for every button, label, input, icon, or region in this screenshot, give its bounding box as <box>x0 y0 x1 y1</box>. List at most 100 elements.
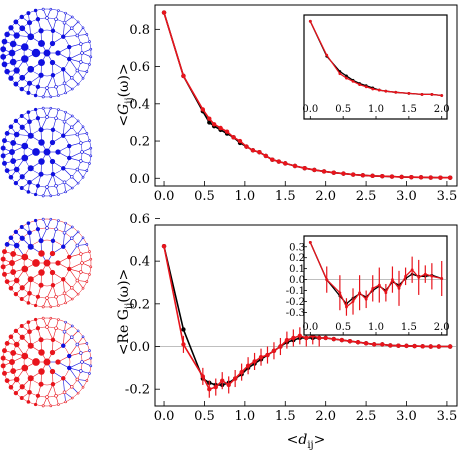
network-edge <box>52 173 65 183</box>
network-node <box>50 28 56 33</box>
network-node <box>13 229 19 235</box>
network-node <box>81 385 85 389</box>
network-node <box>69 236 74 241</box>
network-node <box>76 391 80 395</box>
network-node <box>89 356 93 360</box>
network-node <box>80 360 84 364</box>
y-tick-label: 0.2 <box>129 135 150 150</box>
network-node <box>4 31 10 38</box>
network-node <box>35 17 41 22</box>
network-node <box>4 131 10 136</box>
network-node <box>4 279 10 284</box>
network-node <box>54 326 58 330</box>
network-edge <box>62 121 65 136</box>
network-node <box>33 93 38 98</box>
network-node <box>38 139 45 146</box>
red-data-point <box>331 170 336 175</box>
network-ring <box>23 239 71 287</box>
network-node <box>38 337 44 343</box>
red-data-point <box>257 150 262 155</box>
red-data-point <box>438 175 443 180</box>
network-node <box>13 291 19 297</box>
network-node <box>81 26 85 30</box>
network-node <box>38 40 45 47</box>
network-node <box>8 384 14 390</box>
network-node <box>4 168 10 173</box>
red-data-point <box>263 153 269 159</box>
red-data-point <box>363 341 369 346</box>
network-node <box>35 183 41 188</box>
network-node <box>34 303 38 308</box>
network-node <box>35 84 41 89</box>
network-ring <box>23 128 71 176</box>
network-node <box>21 154 29 162</box>
network-node <box>45 185 49 189</box>
x-tick-label: 1.0 <box>368 104 384 115</box>
network-node <box>57 94 60 97</box>
network-node <box>45 115 49 119</box>
y-tick-label: 0.4 <box>129 255 150 270</box>
network-node <box>27 375 34 382</box>
network-node <box>10 251 17 257</box>
x-tick-label: 1.0 <box>235 409 256 424</box>
network-node <box>49 316 53 320</box>
network-node <box>57 403 60 406</box>
network-node <box>27 230 32 236</box>
network-node <box>9 40 17 48</box>
black-data-point <box>345 74 348 78</box>
network-node <box>80 261 84 265</box>
network-node <box>19 124 25 130</box>
network-node <box>9 149 15 155</box>
network-node <box>61 244 66 249</box>
network-node <box>54 85 58 89</box>
network-node <box>13 118 19 124</box>
red-data-point <box>358 83 361 87</box>
top-inset: 0.0 0.5 1.0 1.5 2.0 <box>302 19 450 119</box>
network-node <box>35 116 41 121</box>
red-data-point <box>207 116 212 121</box>
network-node <box>88 139 91 142</box>
network-node <box>54 17 58 21</box>
network-node <box>54 184 58 188</box>
network-node <box>49 106 53 110</box>
network-node <box>62 20 67 25</box>
network-node <box>21 253 29 261</box>
network-node <box>27 276 34 283</box>
red-data-point <box>331 336 336 342</box>
red-data-point <box>371 342 377 347</box>
network-graph <box>0 316 93 408</box>
red-data-point <box>231 135 236 140</box>
network-node <box>75 342 80 347</box>
network-node <box>38 238 44 244</box>
network-edge <box>46 326 54 340</box>
network-node <box>57 9 60 12</box>
network-node <box>27 132 34 139</box>
y-tick-label: 0.8 <box>129 23 150 38</box>
network-node <box>26 221 31 225</box>
network-node <box>26 11 31 16</box>
network-node <box>88 40 91 43</box>
top-panel: 0.0 0.5 1.0 1.5 2.0 2.5 3.0 3.5 0.0 0.2 0.4 0.6 0.8 <box>129 10 457 204</box>
network-node <box>50 283 56 288</box>
bottom-inset-frame <box>303 235 448 336</box>
network-ring <box>2 8 92 98</box>
network-node <box>64 320 67 324</box>
x-tick-label: 1.0 <box>368 322 384 333</box>
network-node <box>49 349 56 356</box>
network-node <box>1 38 8 45</box>
network-node <box>45 296 49 300</box>
red-data-point <box>283 161 288 166</box>
network-node <box>31 48 41 58</box>
network-node <box>81 125 85 129</box>
y-tick-label: -0.2 <box>125 383 150 398</box>
network-node <box>49 7 53 11</box>
network-node <box>88 63 91 66</box>
network-node <box>69 26 74 31</box>
network-node <box>61 376 66 381</box>
network-ring <box>23 338 71 386</box>
network-node <box>27 65 35 73</box>
network-graph <box>0 106 93 198</box>
network-edge <box>62 279 65 294</box>
network-node <box>19 25 26 32</box>
network-node <box>49 40 56 47</box>
